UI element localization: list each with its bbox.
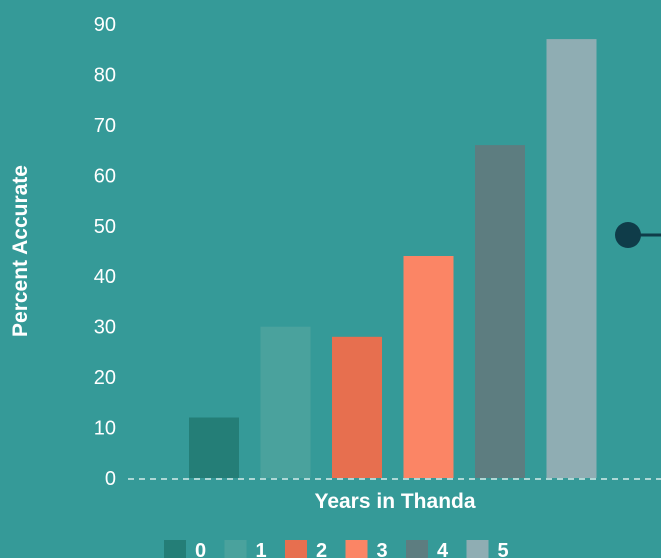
- legend-label-3: 3: [377, 540, 388, 558]
- legend-label-5: 5: [498, 540, 509, 558]
- legend: 0 1 2 3 4 5: [164, 540, 509, 558]
- legend-label-4: 4: [437, 540, 449, 558]
- bar-4: [475, 145, 525, 478]
- bar-1: [260, 326, 311, 478]
- slider-knob[interactable]: [615, 222, 641, 248]
- bar-0: [189, 417, 239, 478]
- legend-swatch-4: [406, 540, 428, 558]
- legend-label-2: 2: [316, 540, 327, 558]
- x-axis-title: Years in Thanda: [314, 490, 475, 513]
- y-axis-ticks: 0 10 20 30 40 50 60 70 80 90: [94, 14, 116, 490]
- legend-swatch-1: [224, 540, 247, 558]
- y-tick-label: 40: [94, 266, 116, 288]
- bar-3: [403, 256, 454, 478]
- legend-swatch-3: [345, 540, 368, 558]
- y-tick-label: 0: [105, 468, 116, 490]
- legend-swatch-2: [285, 540, 307, 558]
- legend-swatch-0: [164, 540, 186, 558]
- bar-5: [546, 39, 597, 478]
- legend-swatch-5: [466, 540, 489, 558]
- legend-label-1: 1: [256, 540, 267, 558]
- y-tick-label: 30: [94, 317, 116, 339]
- y-tick-label: 90: [94, 14, 116, 36]
- legend-label-0: 0: [195, 540, 206, 558]
- y-tick-label: 20: [94, 367, 116, 389]
- bars: [189, 39, 597, 478]
- y-axis-title: Percent Accurate: [9, 165, 32, 337]
- slider-handle[interactable]: [615, 222, 661, 248]
- bar-2: [332, 336, 382, 478]
- y-tick-label: 50: [94, 216, 116, 238]
- y-tick-label: 70: [94, 115, 116, 137]
- y-tick-label: 80: [94, 64, 116, 86]
- y-tick-label: 60: [94, 165, 116, 187]
- y-tick-label: 10: [94, 418, 116, 440]
